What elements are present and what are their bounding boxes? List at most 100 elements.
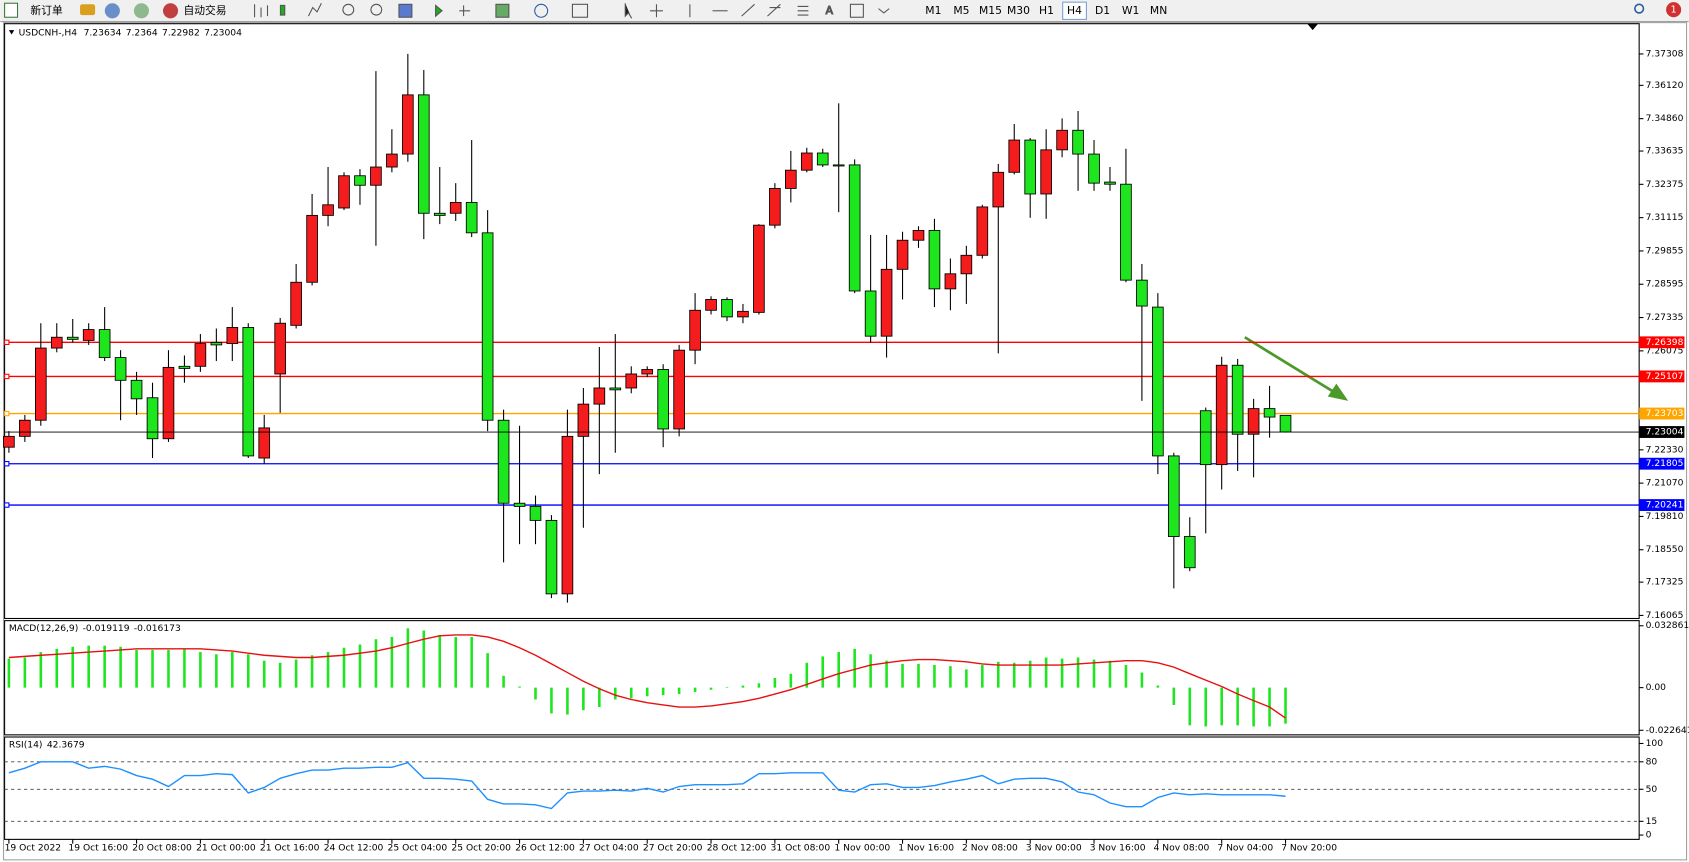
line-chart-icon[interactable]	[307, 2, 322, 17]
chart-shift-marker[interactable]	[1307, 23, 1319, 31]
level-handle	[4, 339, 10, 346]
candle-body	[944, 273, 957, 290]
x-tick-label: 20 Oct 08:00	[132, 843, 192, 853]
search-icon[interactable]	[1634, 3, 1645, 14]
candle-body	[1088, 153, 1100, 184]
candle-body	[433, 212, 446, 216]
timeframe[interactable]: M5	[953, 4, 969, 17]
shift-icon[interactable]	[459, 5, 471, 17]
main-panel	[4, 23, 1640, 620]
y-tick-label: 7.18550	[1646, 545, 1684, 555]
alert-count[interactable]: 1	[1671, 5, 1677, 16]
candle-body	[162, 366, 175, 440]
auto-trading-button[interactable]: 自动交易	[162, 3, 227, 19]
x-tick-label: 7 Nov 20:00	[1281, 843, 1337, 853]
candle-body	[194, 343, 207, 367]
x-tick-label: 2 Nov 08:00	[962, 843, 1018, 853]
timeframe[interactable]: H4	[1067, 4, 1082, 17]
toolbar-icon[interactable]	[80, 4, 96, 16]
candle-body	[785, 169, 797, 189]
zoom-in-icon[interactable]	[342, 3, 355, 16]
x-tick-label: 3 Nov 00:00	[1026, 843, 1082, 853]
candle-body	[609, 387, 622, 391]
macd-panel	[4, 620, 1640, 736]
zoom-out-icon[interactable]	[370, 3, 383, 16]
y-tick-label: 7.16065	[1646, 611, 1684, 621]
candle-body	[1024, 139, 1037, 195]
candle-body	[322, 204, 334, 216]
indicators-icon[interactable]	[495, 3, 510, 18]
timeframe[interactable]: D1	[1095, 4, 1110, 17]
cursor-icon[interactable]	[624, 3, 633, 19]
channel-icon[interactable]	[767, 3, 781, 17]
toolbar-icon[interactable]	[104, 3, 120, 19]
timeframe[interactable]: M15	[979, 4, 1002, 17]
candle-body	[641, 369, 654, 375]
candle-body	[577, 403, 590, 437]
periods-icon[interactable]	[534, 3, 549, 18]
toolbar-icons: A	[254, 2, 890, 19]
x-tick-label: 19 Oct 2022	[5, 843, 62, 853]
bid-label-box	[1639, 426, 1685, 438]
x-tick-label: 28 Oct 12:00	[707, 843, 767, 853]
candle-body	[1199, 410, 1212, 466]
candle-body	[19, 419, 31, 437]
level-label: 7.25107	[1646, 372, 1684, 382]
candle-body	[1231, 364, 1244, 435]
trend-arrow	[1244, 336, 1349, 401]
alert-badge[interactable]	[1666, 2, 1682, 18]
candle-icon[interactable]	[279, 4, 286, 16]
candle-body	[82, 329, 95, 341]
text-tool-icon[interactable]: A	[825, 3, 834, 17]
new-order-label[interactable]: 新订单	[30, 4, 63, 17]
symbol-menu-icon[interactable]	[8, 30, 15, 35]
y-tick-label: 80	[1646, 757, 1658, 767]
x-tick-label: 31 Oct 08:00	[771, 843, 831, 853]
timeframe[interactable]: MN	[1150, 4, 1167, 17]
timeframe[interactable]: W1	[1122, 4, 1140, 17]
candle-body	[912, 230, 925, 241]
timeframe[interactable]: H1	[1039, 4, 1054, 17]
candle-body	[960, 254, 973, 275]
new-order-icon	[4, 2, 19, 18]
candle-body	[354, 175, 366, 186]
candle-body	[34, 347, 47, 421]
level-label: 7.26398	[1646, 338, 1684, 348]
y-tick-label: 7.22330	[1646, 445, 1684, 455]
toolbar-icon[interactable]	[133, 3, 149, 19]
candle-body	[226, 327, 239, 345]
x-tick-label: 4 Nov 08:00	[1154, 843, 1210, 853]
new-order-button[interactable]: 新订单	[4, 2, 63, 18]
fibo-icon[interactable]	[797, 5, 809, 16]
high-value: 7.2364	[126, 28, 158, 38]
arrow-shaft	[1244, 336, 1335, 394]
timeframe[interactable]: M1	[925, 4, 941, 17]
timeframe[interactable]: M30	[1007, 4, 1030, 17]
y-tick-label: 7.19810	[1646, 512, 1684, 522]
y-tick-label: 7.32375	[1646, 180, 1684, 190]
candle-body	[465, 202, 478, 234]
candle-body	[657, 369, 669, 430]
y-tick-label: 0.00	[1646, 683, 1667, 693]
auto-trading-label[interactable]: 自动交易	[183, 4, 226, 17]
tile-icon[interactable]	[398, 3, 413, 18]
candle-body	[832, 164, 845, 167]
x-tick-label: 21 Oct 16:00	[260, 843, 320, 853]
crosshair-icon[interactable]	[650, 4, 663, 18]
templates-icon[interactable]	[571, 3, 589, 18]
candle-body	[1136, 279, 1148, 307]
level-label-box	[1639, 370, 1685, 383]
active-timeframe	[1062, 1, 1087, 20]
candle-body	[1120, 183, 1132, 281]
bar-chart-icon[interactable]	[254, 4, 269, 18]
label-tool-icon[interactable]	[849, 3, 864, 18]
macd-value: -0.019119	[83, 624, 130, 634]
trendline-icon[interactable]	[741, 3, 755, 17]
arrows-icon[interactable]	[878, 8, 890, 14]
signal-value: -0.016173	[134, 624, 181, 634]
candle-body	[98, 329, 111, 359]
autoscroll-icon[interactable]	[435, 4, 443, 18]
macd-header: MACD(12,26,9) -0.019119 -0.016173	[9, 624, 181, 634]
bid-label: 7.23004	[1646, 428, 1684, 438]
level-handle	[4, 373, 10, 380]
